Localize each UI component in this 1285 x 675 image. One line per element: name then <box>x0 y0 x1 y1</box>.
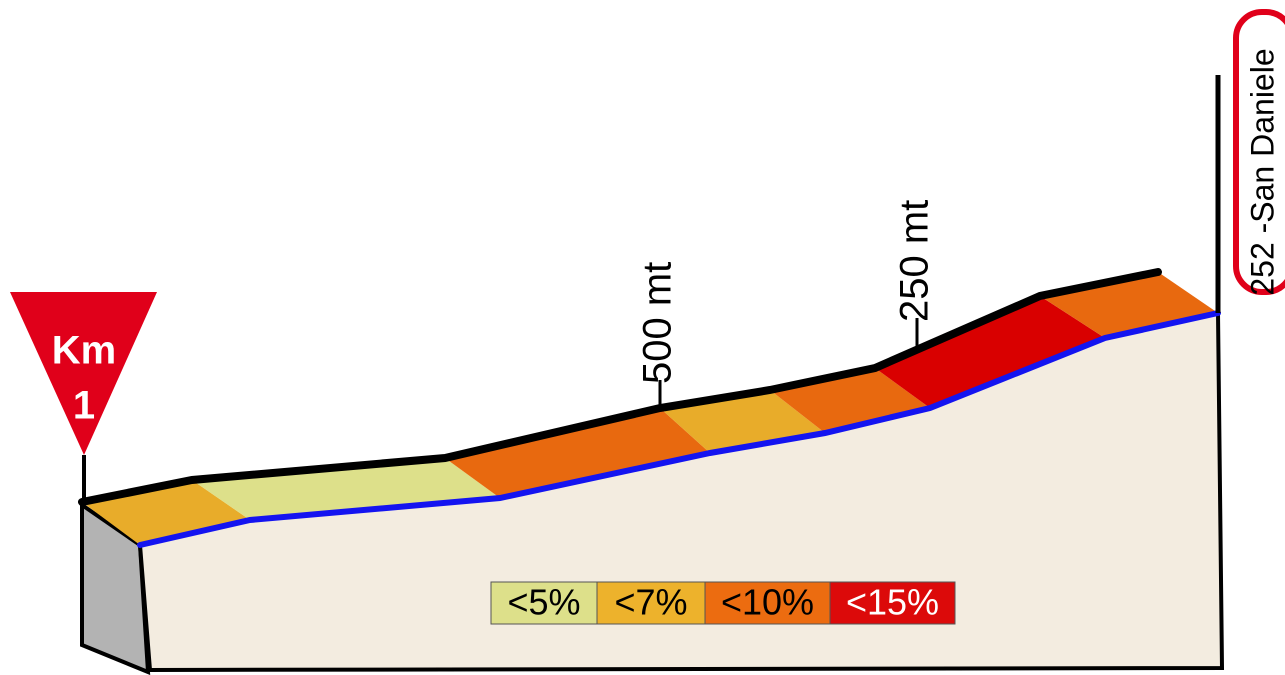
finish-box <box>1233 9 1285 295</box>
legend-label: <7% <box>614 582 687 623</box>
side-wall <box>80 501 151 675</box>
road-edge <box>137 310 1221 548</box>
legend-swatch <box>704 581 831 625</box>
km-text: Km <box>52 329 116 373</box>
legend-swatch <box>596 581 706 625</box>
legend: <5% <7% <10% <15% <box>490 581 956 625</box>
km-number: 1 <box>73 384 95 428</box>
top-edge <box>78 268 1162 506</box>
legend-label: <5% <box>507 582 580 623</box>
segment <box>875 296 1105 408</box>
distance-label: 500 mt <box>636 262 680 384</box>
segment <box>445 408 710 498</box>
km-marker <box>10 292 157 455</box>
distance-label: 250 mt <box>893 200 937 322</box>
legend-swatch <box>490 581 598 625</box>
finish-label: 252 -San Daniele <box>1244 48 1280 295</box>
legend-swatch <box>829 581 956 625</box>
legend-label: <10% <box>721 582 814 623</box>
legend-label: <15% <box>846 582 939 623</box>
